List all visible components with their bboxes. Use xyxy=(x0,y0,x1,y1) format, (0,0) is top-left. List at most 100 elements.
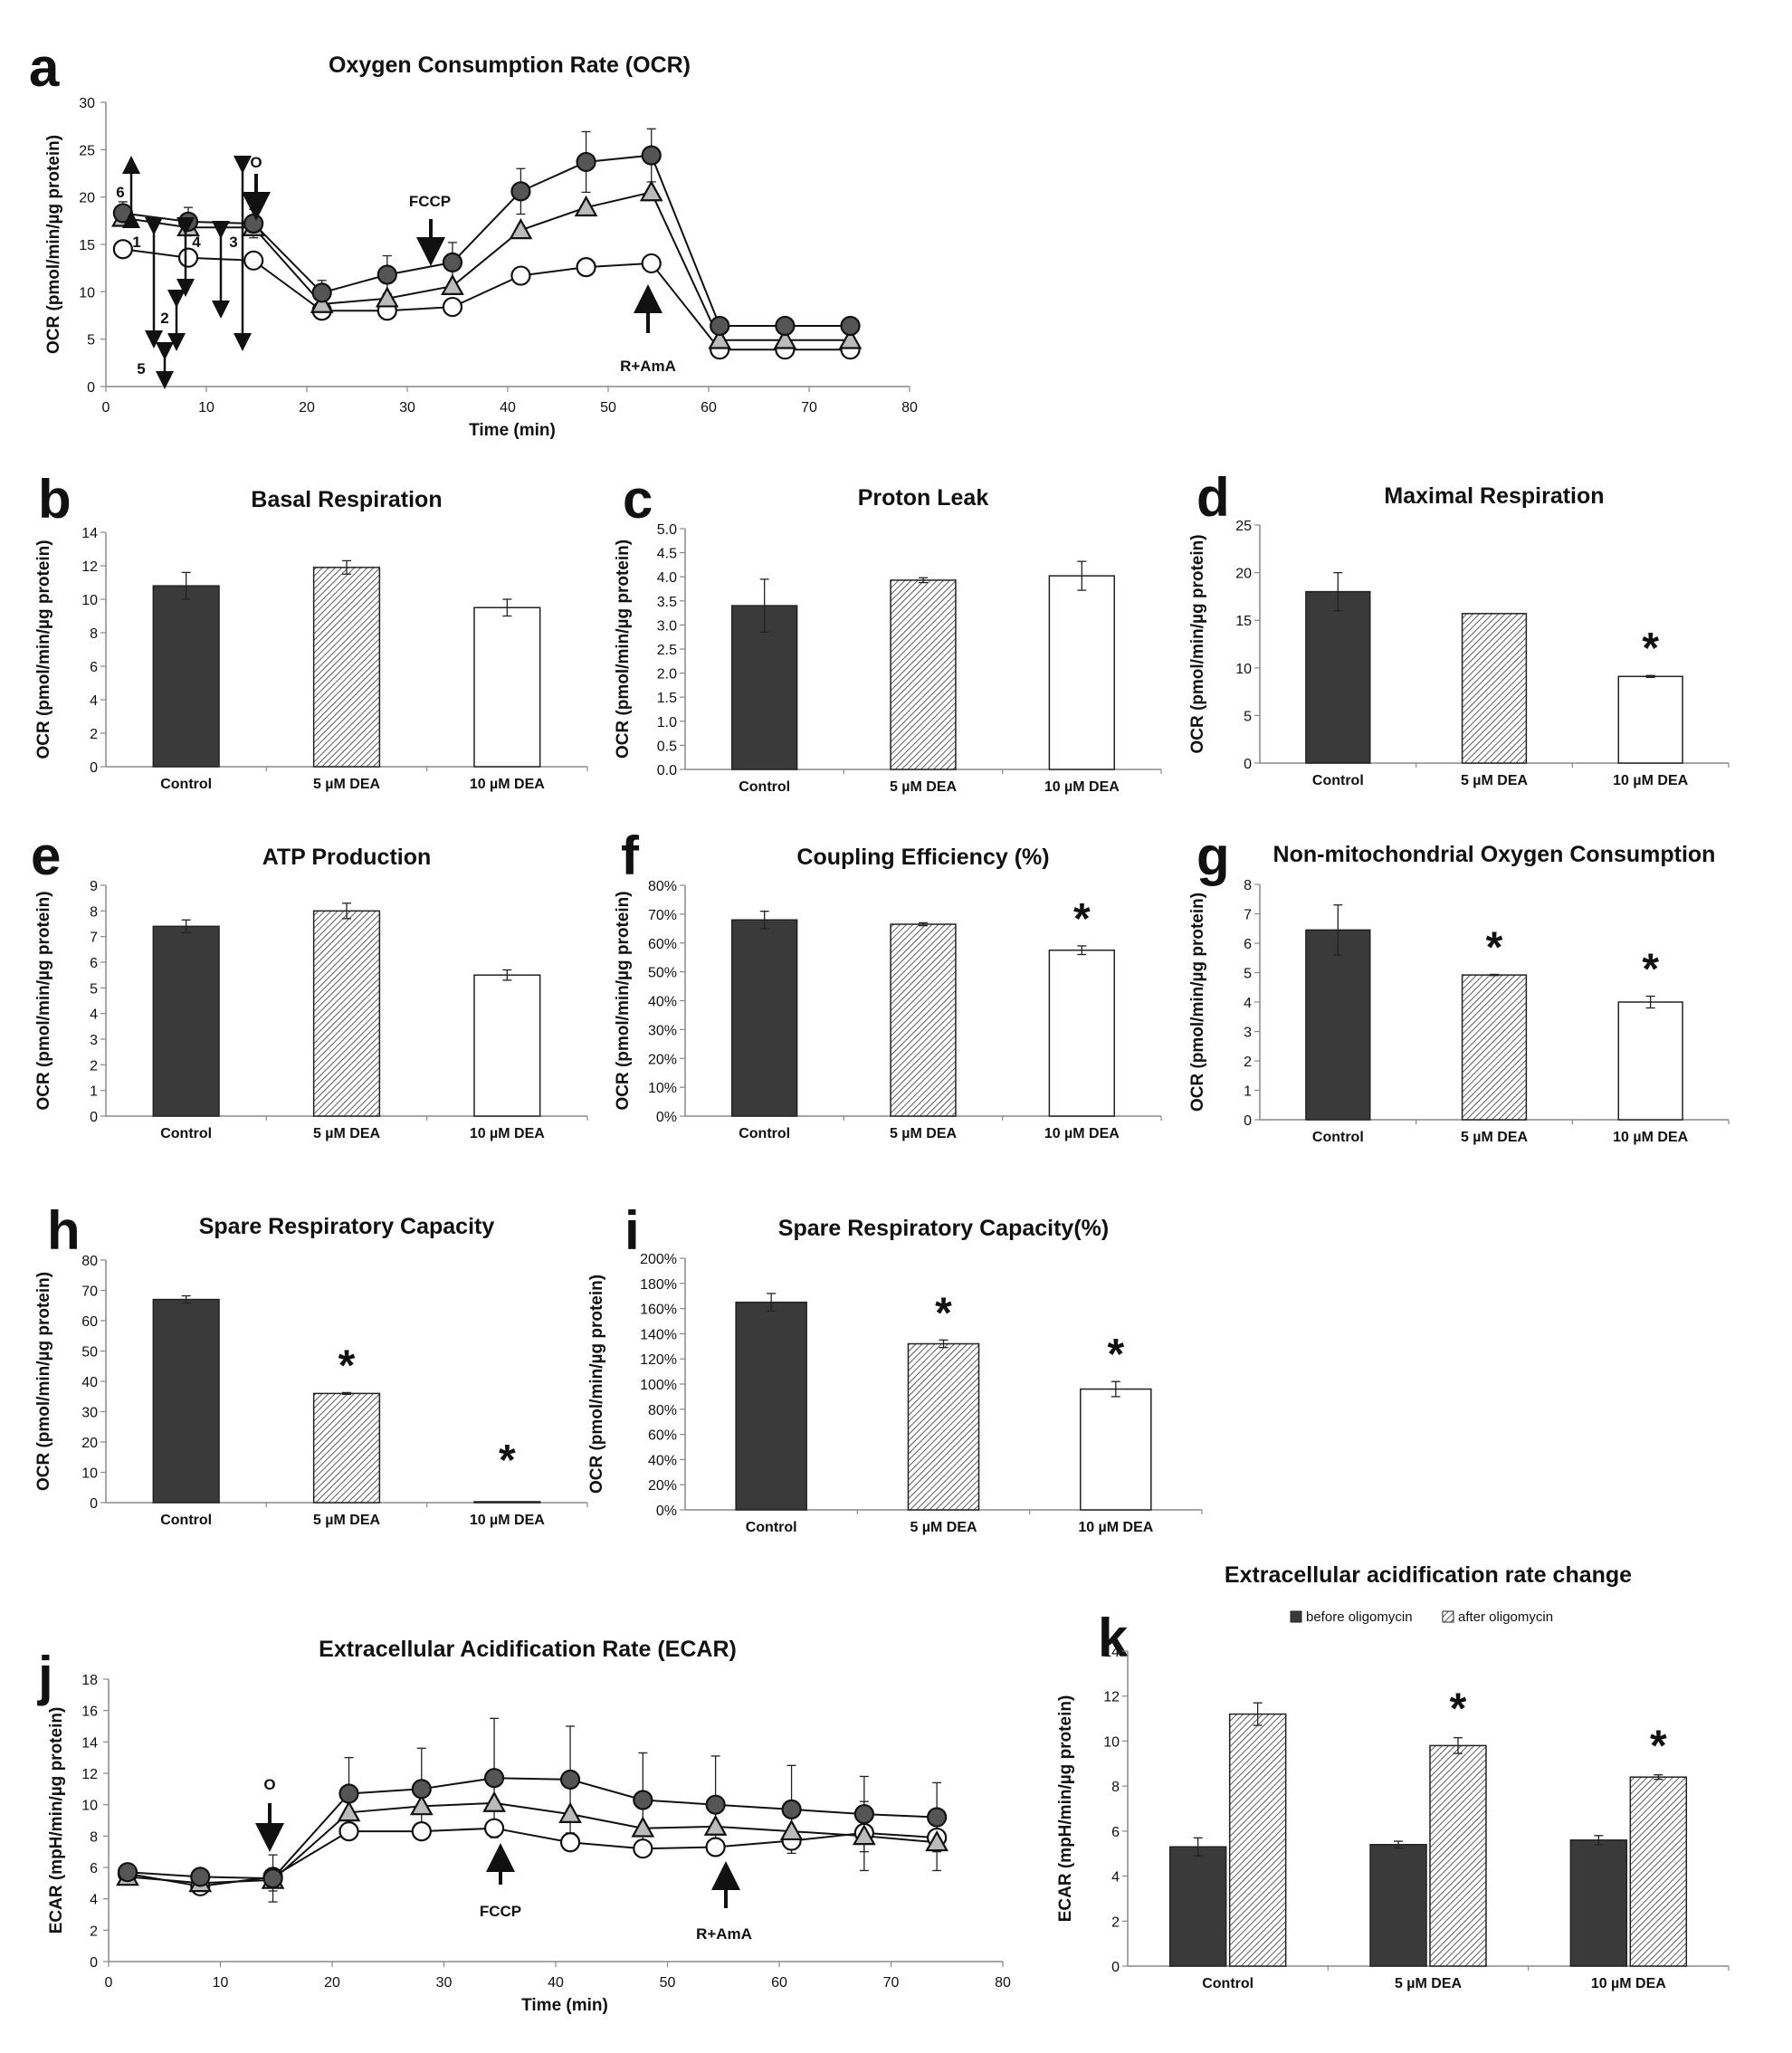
significance-star: * xyxy=(1642,625,1659,673)
y-tick-label: 25 xyxy=(1235,519,1252,534)
data-point xyxy=(852,1824,876,1846)
significance-star: * xyxy=(1107,1331,1124,1379)
y-tick-label: 6 xyxy=(90,660,98,675)
y-tick-label: 3.5 xyxy=(657,595,677,610)
x-tick-label: 70 xyxy=(801,400,817,415)
bar xyxy=(1048,949,1116,1117)
y-tick-label: 50 xyxy=(81,1345,98,1361)
y-tick-label: 40% xyxy=(648,995,677,1010)
y-tick-label: 15 xyxy=(79,238,95,253)
x-tick-label: 70 xyxy=(883,1975,900,1991)
data-point xyxy=(705,1794,726,1815)
legend-label: before oligomycin xyxy=(1306,1609,1413,1625)
y-tick-label: 30 xyxy=(81,1406,98,1421)
y-tick-label: 6 xyxy=(1111,1825,1120,1840)
y-tick-label: 160% xyxy=(640,1303,677,1318)
data-point xyxy=(112,239,133,260)
data-point xyxy=(375,286,399,308)
data-point xyxy=(510,265,531,286)
x-tick-label: 30 xyxy=(399,400,415,415)
data-point xyxy=(510,181,531,202)
data-point xyxy=(483,1768,505,1789)
data-point xyxy=(779,1819,804,1841)
data-point xyxy=(243,250,264,271)
x-tick-label: 5 µM DEA xyxy=(313,1513,381,1528)
chart-title: Non-mitochondrial Oxygen Consumption xyxy=(1273,842,1716,867)
y-tick-label: 14 xyxy=(1103,1645,1120,1660)
data-point xyxy=(838,328,863,349)
x-tick-label: 80 xyxy=(901,400,918,415)
x-axis-label: Time (min) xyxy=(521,1996,608,2015)
panel-label: j xyxy=(37,1646,53,1706)
x-tick-label: 30 xyxy=(436,1975,453,1991)
data-point xyxy=(337,1800,361,1822)
y-tick-label: 4 xyxy=(90,693,98,709)
bar xyxy=(1228,1713,1287,1967)
chart-title: Basal Respiration xyxy=(251,487,442,512)
y-tick-label: 4.0 xyxy=(657,570,677,586)
data-point xyxy=(708,328,732,349)
data-point xyxy=(311,282,332,303)
bar xyxy=(312,910,381,1117)
data-point xyxy=(705,1837,726,1857)
data-point xyxy=(574,195,598,217)
y-tick-label: 12 xyxy=(81,559,98,575)
y-tick-label: 4 xyxy=(1244,996,1252,1011)
x-tick-label: 40 xyxy=(548,1975,564,1991)
significance-star: * xyxy=(1450,1685,1467,1733)
y-tick-label: 4.5 xyxy=(657,547,677,562)
bar xyxy=(735,1301,807,1511)
y-tick-label: 0 xyxy=(90,760,98,776)
bar xyxy=(152,1298,220,1504)
annotation-label: R+AmA xyxy=(620,358,676,375)
y-tick-label: 5 xyxy=(1244,709,1252,724)
legend-swatch xyxy=(1290,1610,1302,1623)
data-point xyxy=(482,1790,506,1812)
bar xyxy=(1305,590,1371,764)
data-point xyxy=(633,1838,653,1859)
y-tick-label: 0 xyxy=(1111,1960,1120,1975)
y-tick-label: 1 xyxy=(90,1084,98,1100)
x-tick-label: 10 µM DEA xyxy=(470,1126,545,1141)
y-tick-label: 0% xyxy=(656,1504,677,1519)
x-tick-label: 10 xyxy=(198,400,214,415)
data-point xyxy=(639,180,663,202)
y-tick-label: 4 xyxy=(90,1893,98,1908)
y-tick-label: 12 xyxy=(81,1767,98,1782)
y-axis-label: OCR (pmol/min/µg protein) xyxy=(34,891,53,1110)
y-tick-label: 60% xyxy=(648,1428,677,1444)
x-tick-label: 0 xyxy=(102,400,110,415)
chart-title: Coupling Efficiency (%) xyxy=(796,845,1049,870)
significance-star: * xyxy=(1642,946,1659,994)
x-tick-label: Control xyxy=(739,779,790,795)
y-tick-label: 0 xyxy=(90,1496,98,1512)
y-tick-label: 8 xyxy=(1111,1780,1120,1795)
chart-title: Spare Respiratory Capacity(%) xyxy=(778,1216,1109,1241)
bar xyxy=(730,605,798,770)
x-tick-label: 10 µM DEA xyxy=(1044,779,1120,795)
annotation-label: R+AmA xyxy=(696,1925,752,1943)
y-tick-label: 80% xyxy=(648,879,677,894)
data-point xyxy=(177,211,199,232)
x-tick-label: 80 xyxy=(995,1975,1011,1991)
bar xyxy=(473,1501,541,1504)
y-tick-label: 2.0 xyxy=(657,667,677,683)
y-tick-label: 16 xyxy=(81,1704,98,1720)
y-tick-label: 5 xyxy=(90,981,98,997)
bar xyxy=(152,585,220,768)
data-point xyxy=(853,1803,874,1825)
y-tick-label: 12 xyxy=(1103,1690,1120,1705)
panel-label: h xyxy=(47,1200,81,1261)
legend-swatch xyxy=(1442,1610,1454,1623)
x-tick-label: 20 xyxy=(324,1975,340,1991)
x-tick-label: 10 xyxy=(213,1975,229,1991)
data-point xyxy=(441,273,464,295)
y-tick-label: 14 xyxy=(81,1735,98,1751)
y-tick-label: 2 xyxy=(90,1058,98,1074)
x-tick-label: Control xyxy=(160,1126,212,1141)
x-tick-label: 5 µM DEA xyxy=(1395,1976,1463,1991)
chart-title: Extracellular acidification rate change xyxy=(1225,1562,1632,1588)
y-tick-label: 7 xyxy=(90,931,98,946)
data-point xyxy=(559,1832,581,1853)
data-point xyxy=(576,151,596,173)
